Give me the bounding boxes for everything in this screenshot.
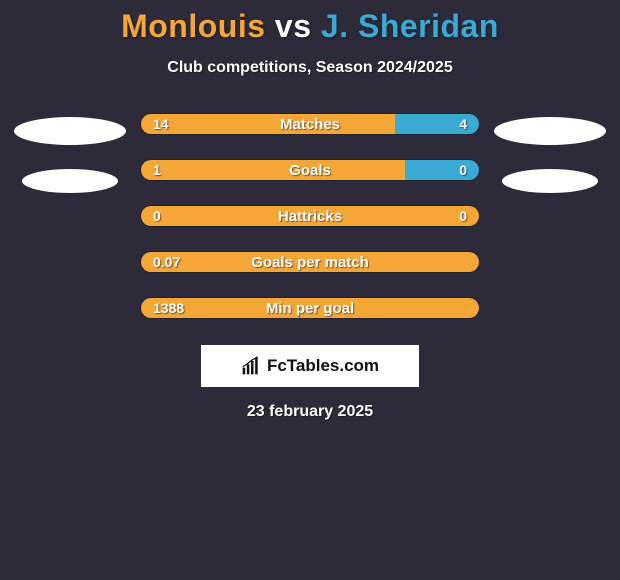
bar-segment-left: [141, 160, 405, 180]
bar-segment-right: [395, 114, 480, 134]
bar-segment-left: [141, 114, 395, 134]
bar-row-0: Matches144: [140, 113, 480, 135]
bar-segment-left: [141, 298, 479, 318]
title-player2: J. Sheridan: [321, 8, 499, 44]
avatar-column-right: [490, 113, 610, 193]
bar-segment-left: [141, 252, 479, 272]
bar-row-4: Min per goal1388: [140, 297, 480, 319]
bars-column: Matches144 Goals10 Hattricks00 Goals per ma…: [140, 113, 480, 319]
avatar-ellipse-left-0: [14, 117, 126, 145]
bar-segment-right: [405, 160, 479, 180]
title-vs: vs: [275, 8, 312, 44]
bar-row-3: Goals per match0.07: [140, 251, 480, 273]
bar-row-1: Goals10: [140, 159, 480, 181]
bar-row-2: Hattricks00: [140, 205, 480, 227]
bar-chart-icon: [241, 356, 261, 376]
logo-text: FcTables.com: [267, 356, 379, 376]
subtitle: Club competitions, Season 2024/2025: [167, 59, 452, 77]
page-title: Monlouis vs J. Sheridan: [121, 8, 499, 45]
avatar-ellipse-right-0: [494, 117, 606, 145]
avatar-ellipse-left-1: [22, 169, 118, 193]
footer: FcTables.com 23 february 2025: [201, 345, 419, 421]
bar-segment-left: [141, 206, 479, 226]
title-player1: Monlouis: [121, 8, 265, 44]
avatar-ellipse-right-1: [502, 169, 598, 193]
logo-box: FcTables.com: [201, 345, 419, 387]
comparison-chart: Matches144 Goals10 Hattricks00 Goals per ma…: [0, 113, 620, 319]
infographic-container: Monlouis vs J. Sheridan Club competition…: [0, 0, 620, 421]
avatar-column-left: [10, 113, 130, 193]
date-label: 23 february 2025: [247, 403, 373, 421]
